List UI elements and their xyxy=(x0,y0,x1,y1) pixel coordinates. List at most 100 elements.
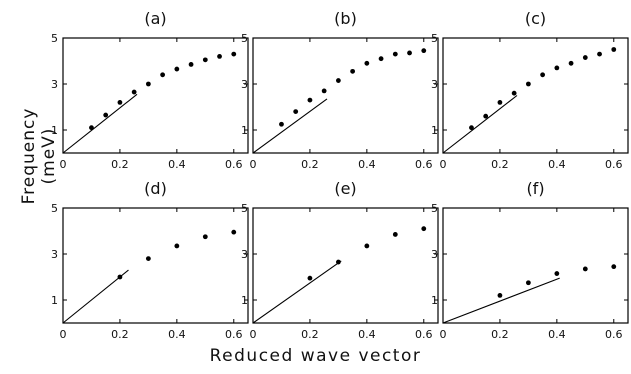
data-point xyxy=(160,72,166,78)
data-point xyxy=(597,51,602,57)
data-point xyxy=(321,88,327,94)
data-point xyxy=(392,51,398,57)
data-point xyxy=(202,57,208,63)
x-tick-label: 0.2 xyxy=(301,158,319,171)
data-point xyxy=(568,60,574,66)
panel-title: (b) xyxy=(334,9,357,28)
data-point xyxy=(497,293,503,298)
linear-dispersion-line xyxy=(252,260,342,324)
data-point xyxy=(364,60,370,66)
data-point xyxy=(364,243,370,249)
data-point xyxy=(335,259,341,265)
data-point xyxy=(188,62,194,67)
data-point xyxy=(582,266,588,272)
y-tick-label: 5 xyxy=(51,202,58,215)
x-axis-label: Reduced wave vector xyxy=(209,346,422,366)
plot-frame xyxy=(252,207,439,324)
x-tick-label: 0.2 xyxy=(491,328,509,341)
data-point xyxy=(350,68,356,74)
data-point xyxy=(378,56,384,62)
x-tick-label: 0.4 xyxy=(548,158,566,171)
data-point xyxy=(554,65,560,71)
x-tick-label: 0.6 xyxy=(415,158,433,171)
data-point xyxy=(217,54,222,59)
y-tick-label: 5 xyxy=(241,32,248,45)
data-point xyxy=(89,125,94,131)
data-point xyxy=(231,229,237,235)
data-point xyxy=(231,51,237,57)
y-tick-label: 5 xyxy=(241,202,248,215)
data-point xyxy=(392,232,398,237)
data-point xyxy=(540,72,546,78)
data-point xyxy=(611,47,617,52)
panel-title: (d) xyxy=(144,179,167,198)
y-tick-label: 3 xyxy=(431,248,438,261)
data-point xyxy=(174,243,180,249)
data-point xyxy=(117,100,123,105)
y-tick-label: 3 xyxy=(241,248,248,261)
linear-dispersion-line xyxy=(62,93,138,154)
panel-title: (c) xyxy=(525,9,546,28)
y-tick-label: 1 xyxy=(241,294,248,307)
x-tick-label: 0 xyxy=(250,158,257,171)
panel-title: (f) xyxy=(526,179,544,198)
data-point xyxy=(131,89,137,95)
x-tick-label: 0.4 xyxy=(168,158,186,171)
y-tick-label: 3 xyxy=(431,78,438,91)
x-tick-label: 0 xyxy=(60,158,67,171)
panel-3: (d) 0 0.2 0.4 0.6 1 3 5 xyxy=(51,179,249,341)
y-tick-label: 3 xyxy=(51,248,58,261)
y-tick-label: 1 xyxy=(241,124,248,137)
x-tick-label: 0 xyxy=(440,328,447,341)
y-tick-label: 5 xyxy=(431,32,438,45)
linear-dispersion-line xyxy=(62,269,129,324)
y-tick-label: 1 xyxy=(431,124,438,137)
data-point xyxy=(145,256,151,261)
data-point xyxy=(469,125,474,131)
data-point xyxy=(293,109,299,114)
data-point xyxy=(174,66,180,72)
x-tick-label: 0 xyxy=(440,158,447,171)
data-point xyxy=(611,264,617,270)
y-tick-label: 1 xyxy=(51,124,58,137)
x-tick-label: 0.6 xyxy=(225,158,243,171)
data-point xyxy=(421,48,427,54)
linear-dispersion-line xyxy=(252,98,328,154)
panel-0: (a) 0 0.2 0.4 0.6 1 3 5 xyxy=(51,9,249,171)
y-tick-label: 5 xyxy=(431,202,438,215)
linear-dispersion-line xyxy=(442,95,518,154)
data-point xyxy=(103,112,109,118)
x-tick-label: 0.2 xyxy=(301,328,319,341)
data-point xyxy=(554,271,560,276)
x-tick-label: 0 xyxy=(60,328,67,341)
plot-frame xyxy=(62,207,249,324)
data-point xyxy=(307,275,313,281)
y-tick-label: 5 xyxy=(51,32,58,45)
x-tick-label: 0.2 xyxy=(491,158,509,171)
panel-5: (f) 0 0.2 0.4 0.6 1 3 5 xyxy=(431,179,629,341)
data-point xyxy=(202,234,208,240)
linear-dispersion-line xyxy=(442,277,560,324)
data-point xyxy=(117,274,123,280)
x-tick-label: 0.6 xyxy=(225,328,243,341)
x-tick-label: 0.6 xyxy=(415,328,433,341)
data-point xyxy=(511,90,517,96)
x-tick-label: 0.2 xyxy=(111,328,129,341)
plot-frame xyxy=(62,37,249,154)
y-tick-label: 1 xyxy=(51,294,58,307)
data-point xyxy=(145,81,151,87)
x-tick-label: 0.4 xyxy=(168,328,186,341)
x-tick-label: 0.4 xyxy=(548,328,566,341)
x-tick-label: 0.4 xyxy=(358,158,376,171)
x-tick-label: 0.4 xyxy=(358,328,376,341)
data-point xyxy=(335,78,341,83)
x-tick-label: 0 xyxy=(250,328,257,341)
plot-frame xyxy=(442,207,629,324)
data-point xyxy=(307,97,313,103)
panel-4: (e) 0 0.2 0.4 0.6 1 3 5 xyxy=(241,179,439,341)
plot-frame xyxy=(442,37,629,154)
panel-2: (c) 0 0.2 0.4 0.6 1 3 5 xyxy=(431,9,629,171)
panel-title: (a) xyxy=(144,9,166,28)
data-point xyxy=(483,113,489,119)
